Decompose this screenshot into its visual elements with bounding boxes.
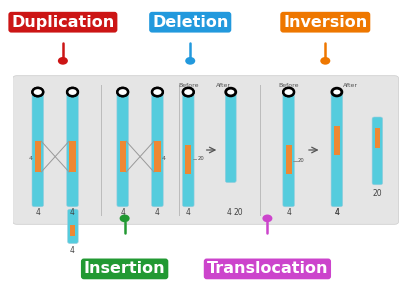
Text: 4: 4: [120, 208, 125, 217]
Bar: [120, 141, 126, 172]
Text: After: After: [343, 82, 358, 88]
Text: Inversion: Inversion: [283, 15, 368, 30]
Circle shape: [117, 88, 128, 96]
Circle shape: [152, 88, 163, 96]
Text: 4: 4: [35, 208, 40, 217]
Text: 4: 4: [186, 208, 191, 217]
Circle shape: [68, 88, 78, 96]
FancyBboxPatch shape: [32, 93, 44, 207]
Text: 4: 4: [28, 156, 32, 161]
Text: 4: 4: [70, 246, 75, 255]
FancyBboxPatch shape: [117, 93, 128, 207]
Bar: [185, 145, 191, 174]
Text: Before: Before: [278, 82, 299, 88]
Circle shape: [226, 88, 236, 96]
Text: 20: 20: [298, 158, 305, 164]
Circle shape: [283, 88, 294, 96]
Text: Duplication: Duplication: [11, 15, 114, 30]
Circle shape: [58, 57, 68, 65]
Bar: [70, 225, 76, 236]
Circle shape: [118, 88, 128, 96]
Circle shape: [32, 88, 43, 96]
Text: 4: 4: [334, 208, 339, 217]
Circle shape: [183, 88, 193, 96]
Text: 4: 4: [162, 156, 166, 161]
Bar: [35, 141, 41, 172]
Text: 4: 4: [226, 208, 231, 217]
Text: 20: 20: [234, 208, 243, 217]
Circle shape: [152, 88, 162, 96]
Text: After: After: [216, 82, 230, 88]
Bar: [286, 145, 292, 174]
Text: Translocation: Translocation: [207, 261, 328, 276]
FancyBboxPatch shape: [331, 93, 343, 207]
Bar: [375, 128, 380, 148]
FancyBboxPatch shape: [152, 93, 163, 207]
Text: Deletion: Deletion: [152, 15, 228, 30]
FancyBboxPatch shape: [13, 76, 399, 224]
Text: 4: 4: [155, 208, 160, 217]
Text: 4: 4: [286, 208, 291, 217]
Text: 20: 20: [372, 189, 382, 198]
Bar: [70, 141, 76, 172]
Text: 4: 4: [334, 208, 339, 217]
Text: Before: Before: [178, 82, 198, 88]
FancyBboxPatch shape: [68, 209, 78, 244]
FancyBboxPatch shape: [182, 93, 194, 207]
FancyBboxPatch shape: [67, 93, 78, 207]
Circle shape: [183, 88, 194, 96]
Circle shape: [262, 214, 272, 222]
Text: 20: 20: [198, 156, 204, 161]
Circle shape: [33, 88, 43, 96]
Bar: [154, 141, 160, 172]
Text: 4: 4: [70, 208, 75, 217]
FancyBboxPatch shape: [225, 93, 236, 183]
Circle shape: [284, 88, 294, 96]
Text: Insertion: Insertion: [84, 261, 166, 276]
FancyBboxPatch shape: [372, 117, 383, 185]
Circle shape: [185, 57, 195, 65]
Bar: [334, 126, 340, 155]
Circle shape: [120, 214, 130, 222]
Circle shape: [320, 57, 330, 65]
FancyBboxPatch shape: [283, 93, 294, 207]
Circle shape: [67, 88, 78, 96]
Circle shape: [332, 88, 342, 96]
